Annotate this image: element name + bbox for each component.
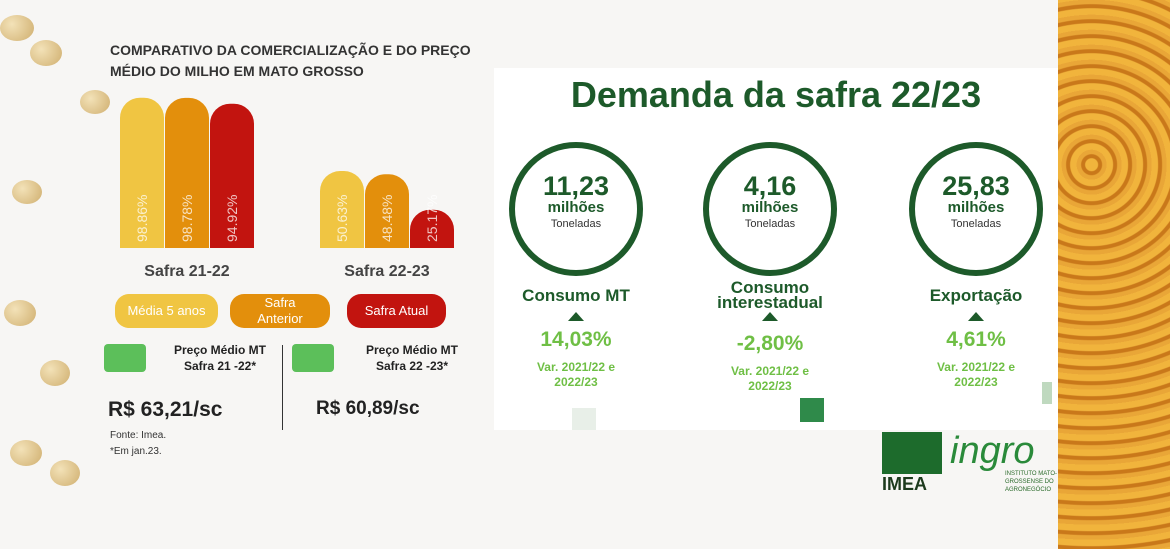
value-circle: 25,83 milhões Toneladas — [909, 142, 1043, 276]
source: Fonte: Imea. — [110, 430, 167, 441]
value-label: 48.48% — [379, 195, 395, 242]
card-measure: Toneladas — [950, 218, 1002, 230]
bar — [165, 97, 209, 248]
category-label: Safra 21-22 — [144, 263, 230, 280]
value-label: 98.86% — [134, 195, 150, 242]
legend-item: Safra Atual — [347, 294, 446, 328]
triangle — [968, 312, 984, 321]
price-label: Preço Médio MT Safra 21 -22* — [173, 343, 266, 373]
bar — [365, 174, 409, 248]
money-icon — [292, 344, 334, 372]
triangle — [568, 312, 584, 321]
imea-logo: IMEA — [882, 474, 927, 494]
card-unit: milhões — [547, 199, 605, 216]
bar — [410, 209, 454, 248]
price-label: Preço Médio MT Safra 22 -23* — [365, 343, 458, 373]
bean — [12, 180, 42, 204]
card-change: -2,80% — [736, 332, 804, 355]
divider — [282, 345, 283, 430]
card-value: 4,16 — [743, 171, 797, 201]
bean — [0, 15, 34, 41]
bean — [80, 90, 110, 114]
deco-square — [800, 398, 824, 422]
card-value: 11,23 — [542, 171, 610, 201]
deco-square — [1042, 382, 1052, 404]
imea-mark — [882, 432, 942, 474]
price-value: R$ 63,21/sc — [108, 398, 223, 421]
card-value: 25,83 — [942, 171, 1010, 201]
card-measure: Toneladas — [550, 218, 602, 230]
chart-title: COMPARATIVO DA COMERCIALIZAÇÃO E DO PREÇ… — [110, 42, 471, 79]
corn-background — [1058, 0, 1170, 549]
legend-item: Média 5 anos — [115, 294, 218, 328]
card-change: 14,03% — [540, 328, 612, 351]
value-label: 94.92% — [224, 195, 240, 242]
category-label: Safra 22-23 — [344, 263, 430, 280]
money-icon — [104, 344, 146, 372]
value-label: 25.17% — [424, 195, 440, 242]
ingro-logo: ingro — [950, 430, 1035, 472]
bean — [50, 460, 80, 486]
footnote: *Em jan.23. — [110, 446, 162, 457]
bar — [210, 103, 254, 248]
deco-square — [572, 408, 596, 430]
card-label: Consumo interestadual — [717, 278, 823, 312]
legend-item: Safra Anterior — [230, 294, 330, 328]
bar-chart: 98.86% 50.63% 98.78% 48.48% 94.92% 25.17% — [120, 97, 454, 248]
value-circle: 11,23 milhões Toneladas — [509, 142, 643, 276]
bean — [10, 440, 42, 466]
bean — [30, 40, 62, 66]
bean — [40, 360, 70, 386]
value-label: 50.63% — [334, 195, 350, 242]
demand-panel: Demanda da safra 22/23 11,23 milhões Tonel… — [494, 68, 1058, 430]
card-note: Var. 2021/22 e 2022/23 — [536, 360, 616, 389]
card-unit: milhões — [741, 199, 799, 216]
ingro-subtitle: INSTITUTO MATO-GROSSENSE DO AGRONEGÓCIO — [1005, 471, 1057, 493]
bar — [120, 97, 164, 248]
bar — [320, 171, 364, 248]
bean — [4, 300, 36, 326]
card-measure: Toneladas — [744, 218, 796, 230]
card-label: Exportação — [929, 286, 1023, 305]
card-change: 4,61% — [946, 328, 1006, 351]
value-circle: 4,16 milhões Toneladas — [703, 142, 837, 276]
price-value: R$ 60,89/sc — [316, 398, 420, 419]
card-unit: milhões — [947, 199, 1005, 216]
demand-title: Demanda da safra 22/23 — [570, 74, 982, 115]
triangle — [762, 312, 778, 321]
value-label: 98.78% — [179, 195, 195, 242]
card-note: Var. 2021/22 e 2022/23 — [730, 364, 810, 393]
card-note: Var. 2021/22 e 2022/23 — [936, 360, 1016, 389]
card-label: Consumo MT — [522, 286, 630, 305]
